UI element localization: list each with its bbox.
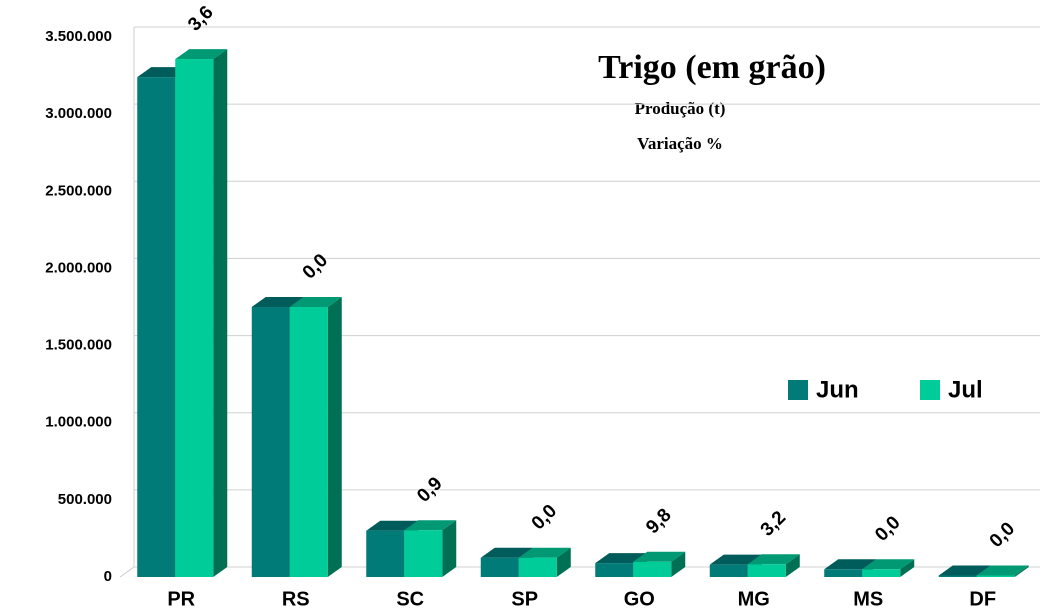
bar <box>595 563 634 577</box>
bar-side <box>327 297 342 577</box>
bar-top <box>251 297 304 307</box>
bar <box>938 575 977 577</box>
bar-top <box>366 520 419 531</box>
bar <box>404 530 443 577</box>
bar-top <box>709 554 762 565</box>
bar <box>862 569 901 577</box>
subtitle: Variação % <box>637 134 723 153</box>
bar <box>480 557 519 577</box>
axis <box>119 566 135 578</box>
bar <box>289 307 328 577</box>
variation-label: 3,2 <box>757 507 791 541</box>
variation-label: 0,0 <box>871 512 905 546</box>
y-tick-label: 3.500.000 <box>45 28 112 45</box>
bar-top <box>824 559 877 570</box>
bar-top <box>480 547 533 558</box>
bar <box>976 575 1015 577</box>
bar-top <box>404 520 457 531</box>
bar-top <box>518 547 571 558</box>
bar <box>137 77 176 577</box>
variation-label: 0,9 <box>413 473 447 507</box>
y-tick-label: 2.000.000 <box>45 259 112 276</box>
bar <box>175 59 214 577</box>
bar <box>633 561 672 577</box>
x-tick-label: RS <box>282 588 310 610</box>
bar <box>824 569 863 577</box>
chart-title: Trigo (em grão) <box>598 49 826 86</box>
bar-side <box>213 49 228 577</box>
bar-side <box>785 554 800 577</box>
bar-side <box>1014 565 1029 577</box>
bar <box>518 557 557 577</box>
variation-label: 0,0 <box>986 518 1020 552</box>
bar <box>747 564 786 577</box>
bar-top <box>633 551 686 562</box>
bar-top <box>175 49 228 60</box>
bar-side <box>442 520 457 577</box>
x-tick-label: SC <box>396 588 424 610</box>
bar-side <box>671 551 686 577</box>
bar-top <box>747 554 800 565</box>
bar-side <box>556 547 571 577</box>
y-tick-label: 0 <box>104 568 112 585</box>
bar-top <box>976 565 1029 576</box>
legend-label: Jun <box>816 376 859 403</box>
bar <box>366 530 405 577</box>
bar-top <box>938 565 991 576</box>
y-tick-label: 3.000.000 <box>45 105 112 122</box>
x-tick-label: DF <box>969 588 996 610</box>
bar-top <box>862 559 915 570</box>
x-tick-label: MG <box>738 588 770 610</box>
variation-label: 3,6 <box>184 2 218 36</box>
bar-side <box>900 559 915 577</box>
y-tick-label: 2.500.000 <box>45 182 112 199</box>
variation-label: 0,0 <box>528 501 562 535</box>
x-tick-label: PR <box>167 588 195 610</box>
x-tick-label: GO <box>624 588 655 610</box>
variation-label: 0,0 <box>299 250 333 284</box>
legend-swatch <box>788 380 808 400</box>
legend-label: Jul <box>948 376 983 403</box>
x-tick-label: SP <box>511 588 538 610</box>
bar-top <box>289 297 342 307</box>
bar <box>709 564 748 577</box>
variation-label: 9,8 <box>642 505 676 539</box>
y-tick-label: 500.000 <box>58 491 112 508</box>
y-tick-label: 1.500.000 <box>45 337 112 354</box>
legend-swatch <box>920 380 940 400</box>
y-tick-label: 1.000.000 <box>45 414 112 431</box>
subtitle: Produção (t) <box>635 99 726 118</box>
bar <box>251 307 290 577</box>
bar-top <box>595 553 648 564</box>
x-tick-label: MS <box>853 588 883 610</box>
